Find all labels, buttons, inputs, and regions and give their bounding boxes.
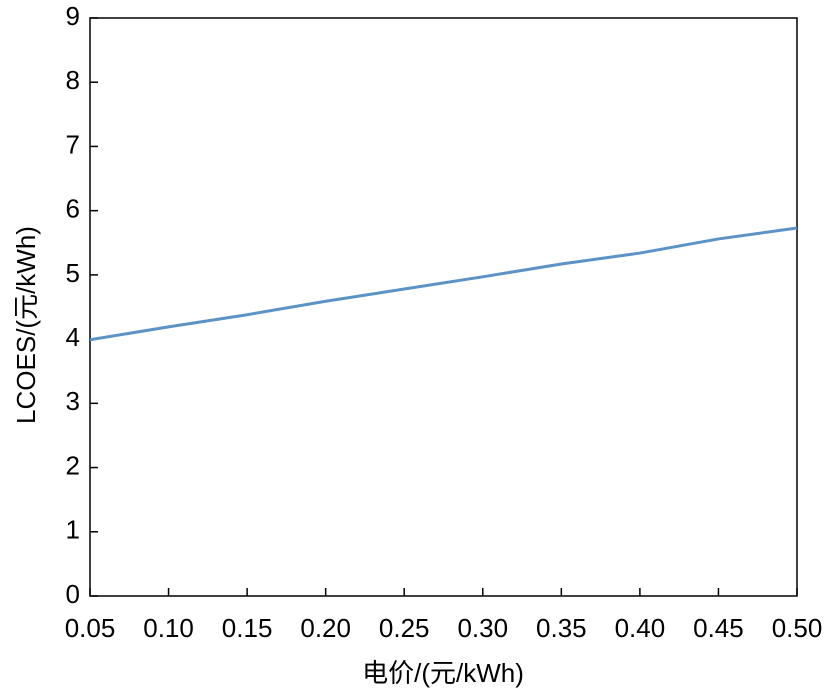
line-series [89, 226, 798, 342]
x-tick-label: 0.30 [457, 613, 508, 643]
x-tick-label: 0.50 [772, 613, 823, 643]
plot-frame [89, 17, 798, 597]
x-tick-label: 0.40 [615, 613, 666, 643]
x-tick-label: 0.45 [693, 613, 744, 643]
x-tick-label: 0.10 [143, 613, 194, 643]
y-tick-label: 0 [66, 579, 80, 609]
x-tick-label: 0.15 [222, 613, 273, 643]
y-tick-label: 4 [66, 322, 80, 352]
x-tick-label: 0.25 [379, 613, 430, 643]
y-tick-label: 6 [66, 194, 80, 224]
y-tick-label: 7 [66, 129, 80, 159]
y-tick-label: 5 [66, 258, 80, 288]
y-tick-label: 8 [66, 65, 80, 95]
x-tick-label: 0.05 [65, 613, 116, 643]
x-axis-title: 电价/(元/kWh) [362, 658, 524, 688]
y-axis-title: LCOES/(元/kWh) [11, 226, 41, 424]
y-tick-label: 3 [66, 386, 80, 416]
x-tick-label: 0.35 [536, 613, 587, 643]
y-tick-label: 9 [66, 1, 80, 31]
x-tick-label: 0.20 [300, 613, 351, 643]
y-tick-label: 2 [66, 450, 80, 480]
y-tick-label: 1 [66, 515, 80, 545]
